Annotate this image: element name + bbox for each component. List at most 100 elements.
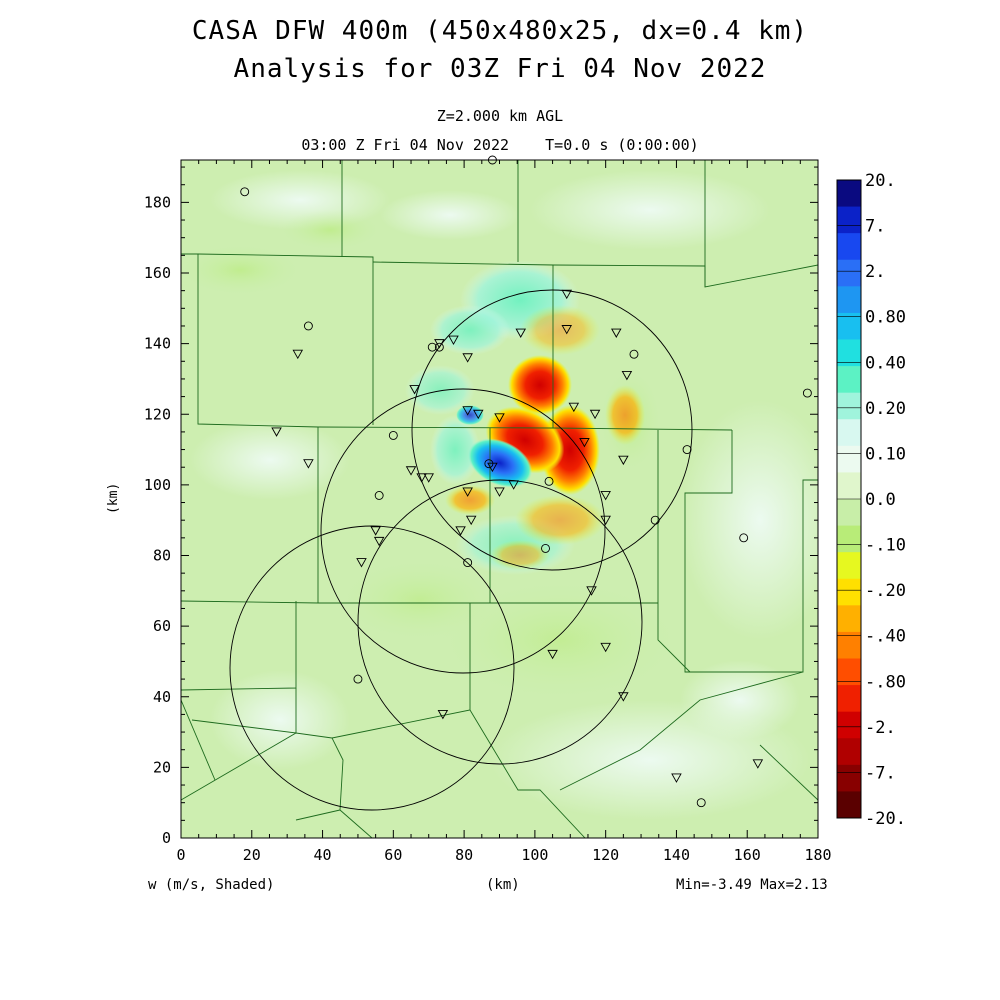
field-label: w (m/s, Shaded) bbox=[148, 877, 275, 893]
y-tick-label: 40 bbox=[153, 688, 171, 706]
colorbar-label: 0.10 bbox=[865, 444, 906, 464]
station-triangle bbox=[448, 335, 459, 346]
station-triangle bbox=[356, 558, 367, 568]
x-tick-label: 60 bbox=[384, 846, 402, 864]
colorbar-swatch bbox=[837, 605, 861, 633]
colorbar-label: 0.0 bbox=[865, 490, 896, 510]
colorbar-label: -.40 bbox=[865, 627, 906, 647]
colorbar-label: 0.40 bbox=[865, 353, 906, 373]
colorbar-swatch bbox=[837, 578, 861, 606]
station-triangle bbox=[370, 526, 381, 536]
title-line-2: Analysis for 03Z Fri 04 Nov 2022 bbox=[233, 54, 767, 84]
station-triangle bbox=[462, 487, 473, 497]
colorbar-swatch bbox=[837, 685, 861, 713]
station-triangle bbox=[621, 370, 633, 381]
county-boundaries bbox=[181, 160, 818, 838]
station-triangle bbox=[561, 325, 573, 335]
station-circle bbox=[487, 155, 497, 165]
station-triangle bbox=[465, 515, 477, 526]
station-circle bbox=[240, 187, 250, 197]
station-triangle bbox=[752, 759, 764, 769]
station-triangle bbox=[579, 438, 590, 448]
station-triangle bbox=[618, 692, 629, 702]
station-circle bbox=[541, 543, 550, 553]
min-max-label: Min=-3.49 Max=2.13 bbox=[676, 877, 828, 893]
colorbar-label: 7. bbox=[865, 217, 885, 237]
tick-labels: 0 20 40 60 80 100 120 140 160 180 0 20 40 60 80 100 120 1… bbox=[144, 193, 832, 864]
station-circle bbox=[650, 515, 660, 525]
station-triangle bbox=[600, 515, 611, 526]
radar-range-circles bbox=[229, 289, 693, 811]
radar-circle-4 bbox=[357, 479, 643, 765]
station-triangle bbox=[671, 773, 682, 783]
station-circle bbox=[739, 533, 749, 543]
colorbar-label: 20. bbox=[865, 171, 896, 191]
colorbar-swatch bbox=[837, 711, 861, 739]
colorbar-swatch bbox=[837, 180, 861, 208]
x-tick-label: 100 bbox=[521, 846, 548, 864]
station-circle bbox=[629, 349, 639, 359]
station-triangle bbox=[462, 406, 473, 416]
colorbar-swatch bbox=[837, 233, 861, 261]
title-line-1: CASA DFW 400m (450x480x25, dx=0.4 km) bbox=[191, 16, 809, 46]
station-triangle bbox=[373, 536, 385, 547]
colorbar-swatch bbox=[837, 631, 861, 659]
station-triangle bbox=[423, 473, 434, 483]
colorbar-label: -.80 bbox=[865, 672, 906, 692]
colorbar-swatch bbox=[837, 525, 861, 553]
station-circle bbox=[374, 491, 384, 500]
y-tick-label: 0 bbox=[162, 829, 171, 847]
station-triangle bbox=[271, 427, 282, 437]
station-circle bbox=[427, 342, 437, 352]
level-label: Z=2.000 km AGL bbox=[436, 107, 564, 125]
colorbar-label: -7. bbox=[865, 763, 896, 783]
colorbar-swatch bbox=[837, 392, 861, 420]
colorbar-swatch bbox=[837, 419, 861, 447]
radar-circle-3 bbox=[229, 525, 515, 811]
colorbar-swatch bbox=[837, 286, 861, 314]
x-tick-label: 20 bbox=[243, 846, 261, 864]
radar-circle-1 bbox=[411, 289, 693, 571]
station-triangle bbox=[303, 459, 314, 469]
station-circle bbox=[696, 798, 706, 808]
colorbar: 20. 7. 2. 0.80 0.40 0.20 0.10 0.0 -.10 -.20 -.40 -.… bbox=[836, 171, 906, 829]
y-tick-label: 120 bbox=[144, 405, 171, 423]
station-triangle bbox=[416, 473, 427, 483]
colorbar-label: 0.20 bbox=[865, 399, 906, 419]
x-tick-label: 120 bbox=[592, 846, 619, 864]
station-triangle bbox=[547, 649, 558, 660]
colorbar-swatch bbox=[837, 472, 861, 500]
station-triangle bbox=[409, 385, 420, 395]
colorbar-swatch bbox=[837, 312, 861, 340]
x-tick-label: 0 bbox=[176, 846, 185, 864]
station-triangle bbox=[515, 328, 527, 338]
colorbar-swatch bbox=[837, 791, 861, 819]
station-circle bbox=[484, 459, 494, 469]
colorbar-label: -2. bbox=[865, 718, 896, 738]
station-triangle bbox=[494, 487, 505, 497]
x-tick-label: 80 bbox=[455, 846, 473, 864]
time-label: 03:00 Z Fri 04 Nov 2022 T=0.0 s (0:00:00… bbox=[301, 136, 699, 154]
x-tick-label: 140 bbox=[663, 846, 690, 864]
station-triangle bbox=[292, 349, 304, 360]
station-markers bbox=[240, 155, 812, 808]
station-triangle bbox=[462, 353, 473, 363]
y-tick-label: 100 bbox=[144, 476, 171, 494]
colorbar-swatch bbox=[837, 366, 861, 394]
station-triangle bbox=[437, 709, 449, 720]
colorbar-swatch bbox=[837, 259, 861, 287]
station-triangle bbox=[618, 455, 629, 466]
colorbar-swatch bbox=[837, 764, 861, 792]
station-circle bbox=[388, 430, 398, 440]
x-tick-label: 180 bbox=[804, 846, 831, 864]
station-circle bbox=[544, 476, 554, 486]
colorbar-label: 2. bbox=[865, 262, 885, 282]
station-circle bbox=[303, 321, 313, 331]
station-triangle bbox=[586, 586, 597, 596]
colorbar-label: 0.80 bbox=[865, 308, 906, 328]
axis-ticks bbox=[180, 160, 819, 839]
station-circle bbox=[802, 388, 812, 398]
station-triangle bbox=[600, 642, 611, 653]
station-triangle bbox=[568, 402, 580, 413]
colorbar-swatch bbox=[837, 206, 861, 234]
